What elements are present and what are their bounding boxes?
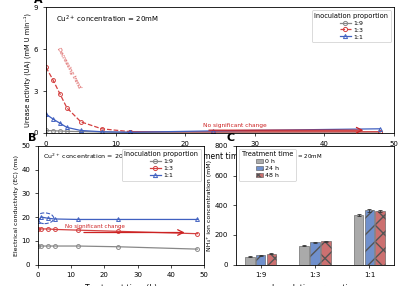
Bar xyxy=(376,211,385,265)
Bar xyxy=(299,246,309,265)
Text: No significant change: No significant change xyxy=(64,225,124,229)
Bar xyxy=(321,241,331,265)
X-axis label: Treatment time (h): Treatment time (h) xyxy=(184,152,256,161)
Y-axis label: NH₄⁺ ion concentration (mM): NH₄⁺ ion concentration (mM) xyxy=(207,160,212,251)
Text: Cu$^{2+}$ concentration = 20mM: Cu$^{2+}$ concentration = 20mM xyxy=(241,152,322,161)
Text: A: A xyxy=(34,0,42,5)
Bar xyxy=(310,242,320,265)
X-axis label: Treatment time (h): Treatment time (h) xyxy=(85,284,157,286)
Bar xyxy=(266,254,276,265)
Bar xyxy=(256,255,266,265)
Bar xyxy=(364,210,374,265)
Text: Decreasing trend: Decreasing trend xyxy=(56,47,82,89)
Y-axis label: Urease activity (UA) (mM U min⁻¹): Urease activity (UA) (mM U min⁻¹) xyxy=(24,13,31,127)
Bar xyxy=(245,257,254,265)
Text: Cu$^{2+}$ concentration = 20mM: Cu$^{2+}$ concentration = 20mM xyxy=(43,152,135,161)
Y-axis label: Electrical conductivity (EC) (ms): Electrical conductivity (EC) (ms) xyxy=(14,155,18,256)
X-axis label: Inoculation proportion: Inoculation proportion xyxy=(272,284,358,286)
Bar xyxy=(354,215,364,265)
Legend: 1:9, 1:3, 1:1: 1:9, 1:3, 1:1 xyxy=(312,10,391,42)
Legend: 0 h, 24 h, 48 h: 0 h, 24 h, 48 h xyxy=(239,149,296,181)
Text: C: C xyxy=(226,134,234,144)
Text: No significant change: No significant change xyxy=(202,123,266,128)
Text: Cu$^{2+}$ concentration = 20mM: Cu$^{2+}$ concentration = 20mM xyxy=(56,13,159,25)
Legend: 1:9, 1:3, 1:1: 1:9, 1:3, 1:1 xyxy=(122,149,201,181)
Text: B: B xyxy=(28,134,36,144)
